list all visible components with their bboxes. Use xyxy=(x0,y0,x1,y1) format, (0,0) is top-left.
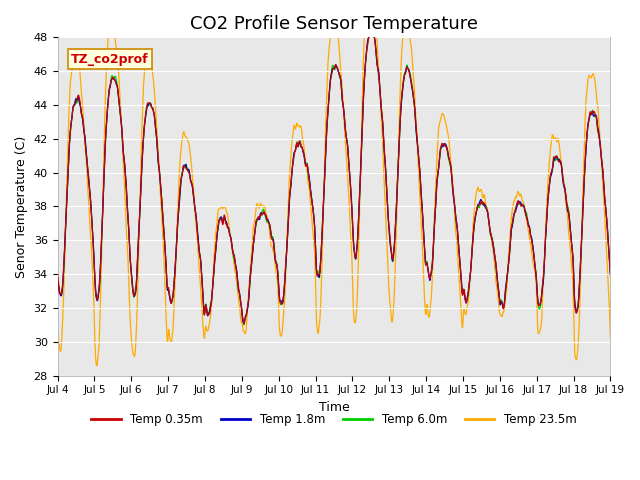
Title: CO2 Profile Sensor Temperature: CO2 Profile Sensor Temperature xyxy=(190,15,478,33)
X-axis label: Time: Time xyxy=(319,401,349,414)
Text: TZ_co2prof: TZ_co2prof xyxy=(71,52,149,66)
Y-axis label: Senor Temperature (C): Senor Temperature (C) xyxy=(15,135,28,277)
Legend: Temp 0.35m, Temp 1.8m, Temp 6.0m, Temp 23.5m: Temp 0.35m, Temp 1.8m, Temp 6.0m, Temp 2… xyxy=(86,408,581,431)
